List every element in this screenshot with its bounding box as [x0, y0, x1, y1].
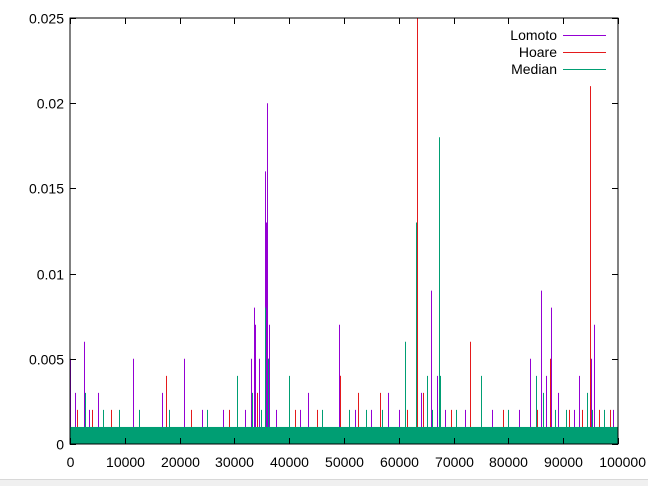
- x-tick-label: 50000: [325, 454, 364, 470]
- y-tick-label: 0.005: [29, 352, 64, 368]
- baseline-band: [70, 426, 618, 444]
- x-tick-label: 10000: [106, 454, 145, 470]
- y-tick-label: 0: [56, 437, 64, 453]
- legend-label-hoare: Hoare: [519, 44, 557, 60]
- series-lomoto: [70, 103, 614, 444]
- x-tick-label: 20000: [161, 454, 200, 470]
- legend-label-lomoto: Lomoto: [510, 27, 557, 43]
- x-tick-label: 100000: [599, 454, 646, 470]
- y-tick-label: 0.02: [37, 96, 64, 112]
- legend-label-median: Median: [511, 61, 557, 77]
- plot-border: [69, 17, 619, 445]
- y-tick-label: 0.015: [29, 181, 64, 197]
- series-layer: [70, 18, 618, 444]
- tick-layer: 0 0.005 0.01 0.015 0.02 0.025 0 10000 20000 30000…: [29, 11, 646, 471]
- x-tick-label: 90000: [544, 454, 583, 470]
- x-tick-label: 30000: [215, 454, 254, 470]
- y-tick-label: 0.025: [29, 11, 64, 27]
- x-tick-label: 40000: [270, 454, 309, 470]
- x-tick-label: 80000: [489, 454, 528, 470]
- y-tick-label: 0.01: [37, 267, 64, 283]
- window-status-strip: [0, 479, 648, 486]
- x-tick-label: 60000: [380, 454, 419, 470]
- series-median: [85, 137, 605, 444]
- x-tick-label: 0: [67, 454, 75, 470]
- x-tick-label: 70000: [435, 454, 474, 470]
